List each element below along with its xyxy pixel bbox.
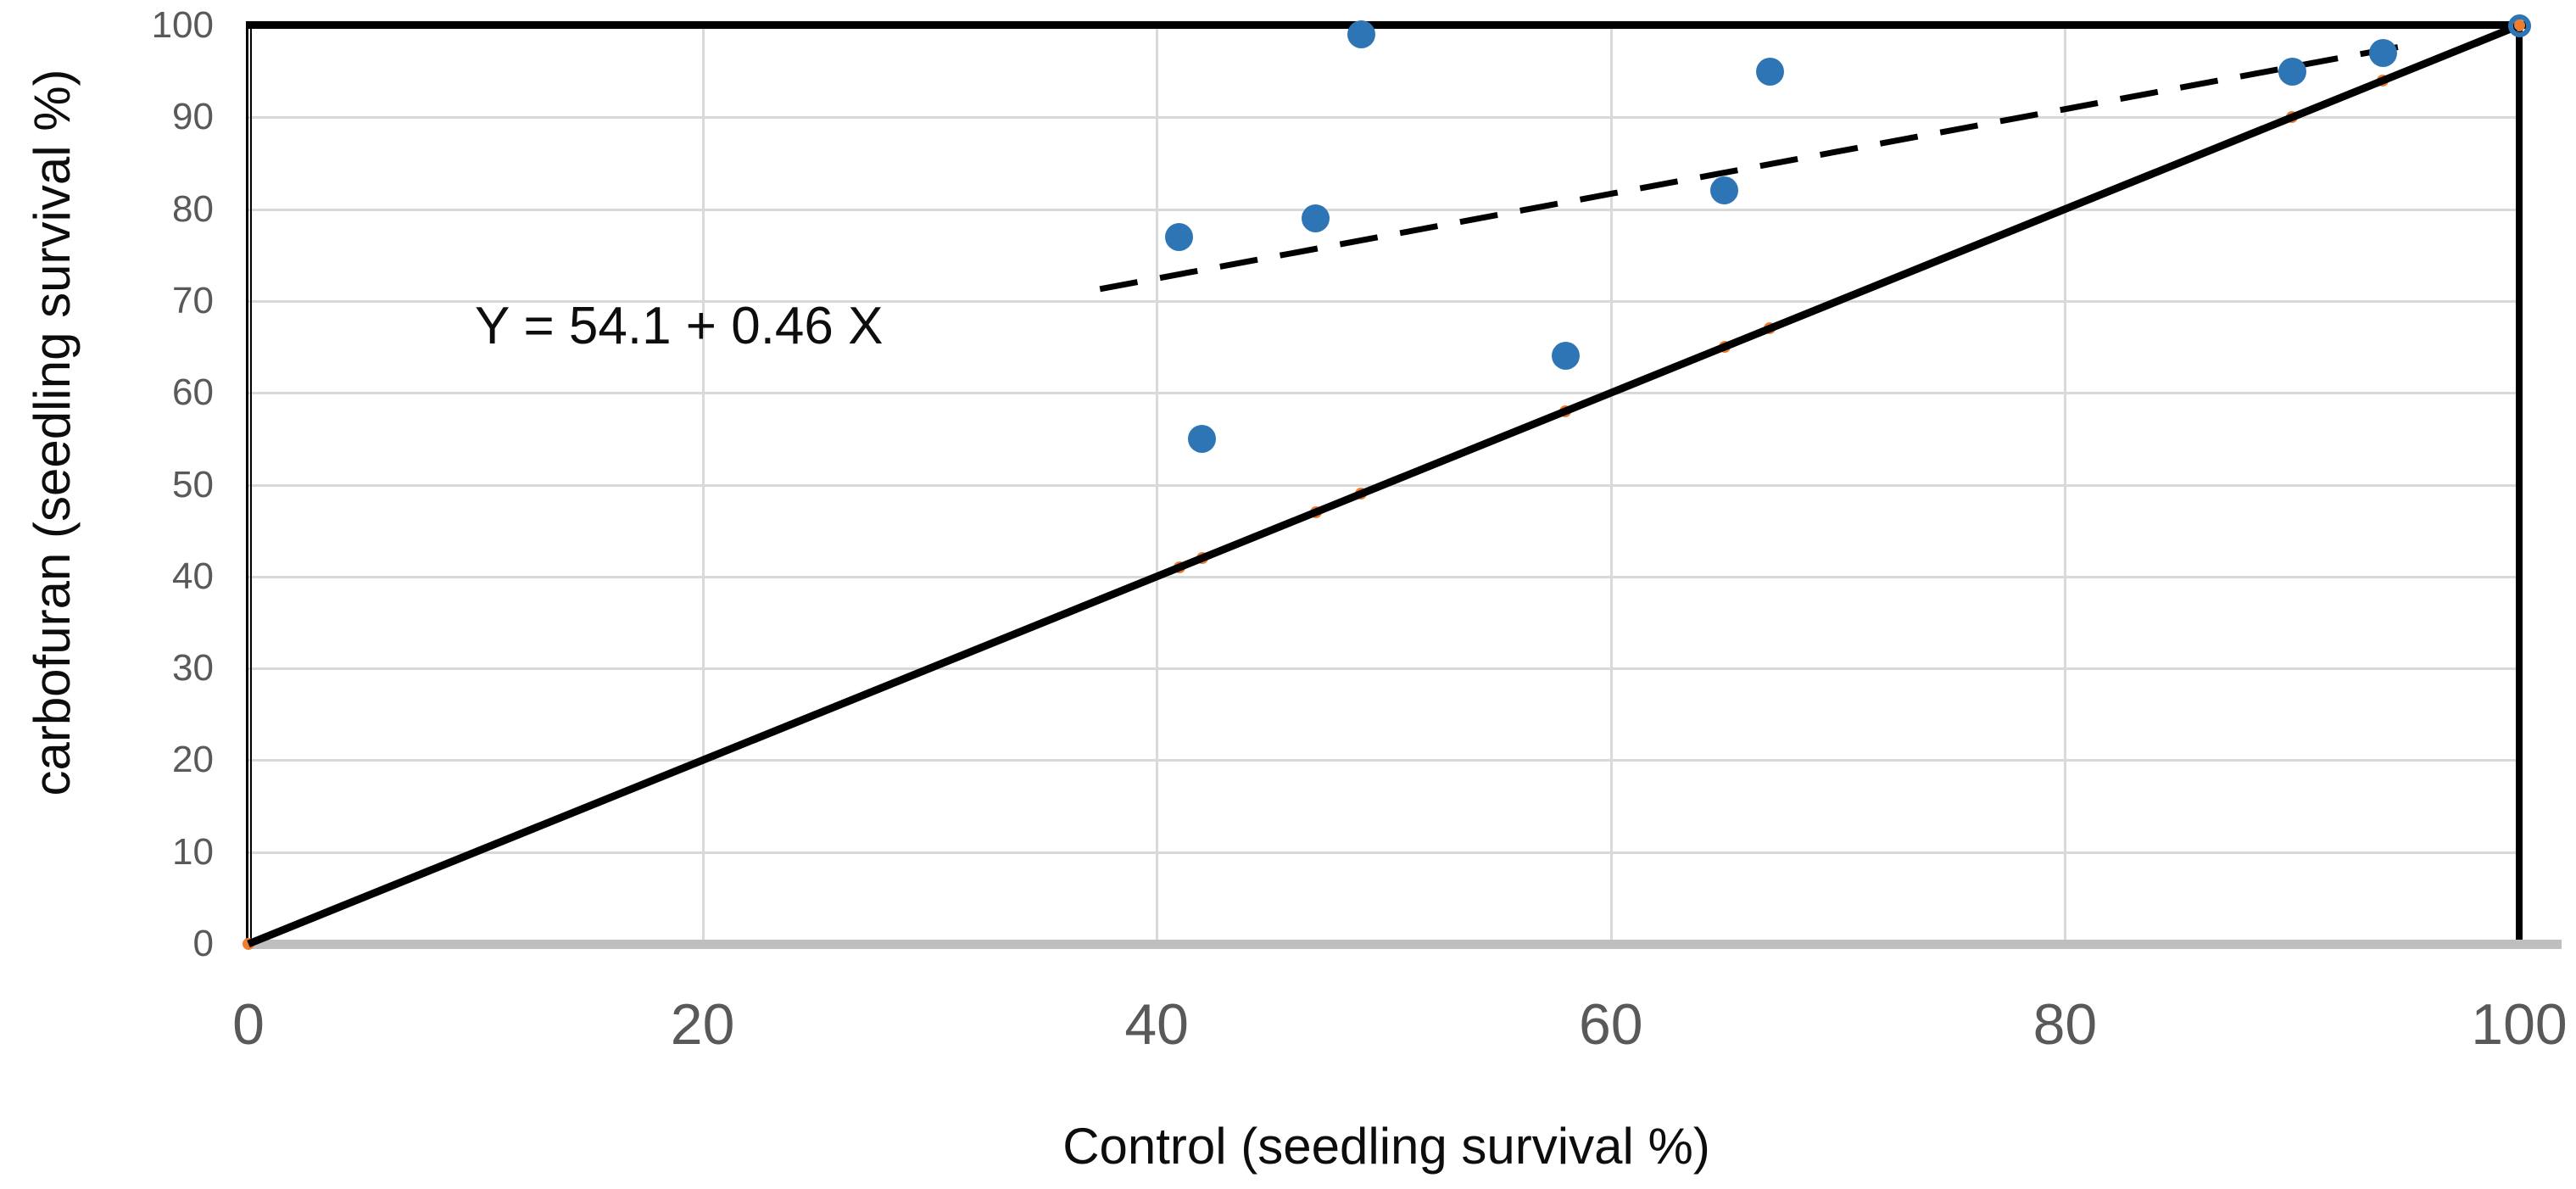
- x-tick-label: 20: [670, 992, 735, 1057]
- y-tick-label: 90: [172, 96, 214, 138]
- x-tick-label: 0: [232, 992, 265, 1057]
- y-tick-label: 30: [172, 647, 214, 689]
- plot-border-right: [2516, 21, 2523, 946]
- x-tick-label: 80: [2032, 992, 2098, 1057]
- y-tick-label: 40: [172, 555, 214, 597]
- y-tick-label: 100: [151, 4, 214, 46]
- data-point: [2278, 57, 2306, 86]
- y-tick-label: 10: [172, 830, 214, 873]
- horizontal-gridline: [248, 575, 2519, 578]
- ring-center-point: [2514, 20, 2524, 31]
- horizontal-gridline: [248, 299, 2519, 303]
- data-point: [1551, 342, 1580, 371]
- data-point: [1302, 204, 1330, 232]
- y-tick-label: 70: [172, 279, 214, 321]
- x-tick-label: 60: [1578, 992, 1643, 1057]
- horizontal-gridline: [248, 392, 2519, 395]
- y-tick-label: 0: [192, 923, 214, 964]
- horizontal-gridline: [248, 116, 2519, 120]
- horizontal-gridline: [248, 759, 2519, 762]
- data-point: [1165, 222, 1194, 251]
- y-axis-line-outer: [246, 21, 248, 946]
- y-tick-label: 20: [172, 739, 214, 781]
- data-point: [2368, 38, 2397, 67]
- data-point: [1710, 176, 1739, 205]
- horizontal-gridline: [248, 208, 2519, 211]
- y-axis-title-text: carbofuran (seedling survival %): [24, 69, 81, 796]
- horizontal-gridline: [248, 851, 2519, 854]
- regression-equation: Y = 54.1 + 0.46 X: [475, 297, 884, 355]
- x-tick-label: 40: [1124, 992, 1189, 1057]
- regression-line: [1099, 42, 2406, 293]
- data-point: [1347, 20, 1375, 49]
- x-tick-label: 100: [2471, 992, 2568, 1057]
- identity-line: [247, 21, 2521, 948]
- x-axis-bar: [251, 940, 2562, 949]
- y-tick-label: 60: [172, 371, 214, 414]
- data-point: [1755, 57, 1784, 86]
- plot-border-top: [246, 21, 2527, 29]
- y-tick-label: 80: [172, 187, 214, 230]
- y-tick-label: 50: [172, 463, 214, 505]
- ring-marker: [2507, 14, 2531, 37]
- data-point: [1188, 424, 1217, 453]
- horizontal-gridline: [248, 667, 2519, 671]
- y-axis-line-inner: [250, 21, 252, 946]
- x-axis-title: Control (seedling survival %): [1062, 1118, 1710, 1175]
